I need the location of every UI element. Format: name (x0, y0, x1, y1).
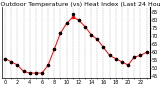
Title: Milw. Outdoor Temperature (vs) Heat Index (Last 24 Hours): Milw. Outdoor Temperature (vs) Heat Inde… (0, 2, 160, 7)
